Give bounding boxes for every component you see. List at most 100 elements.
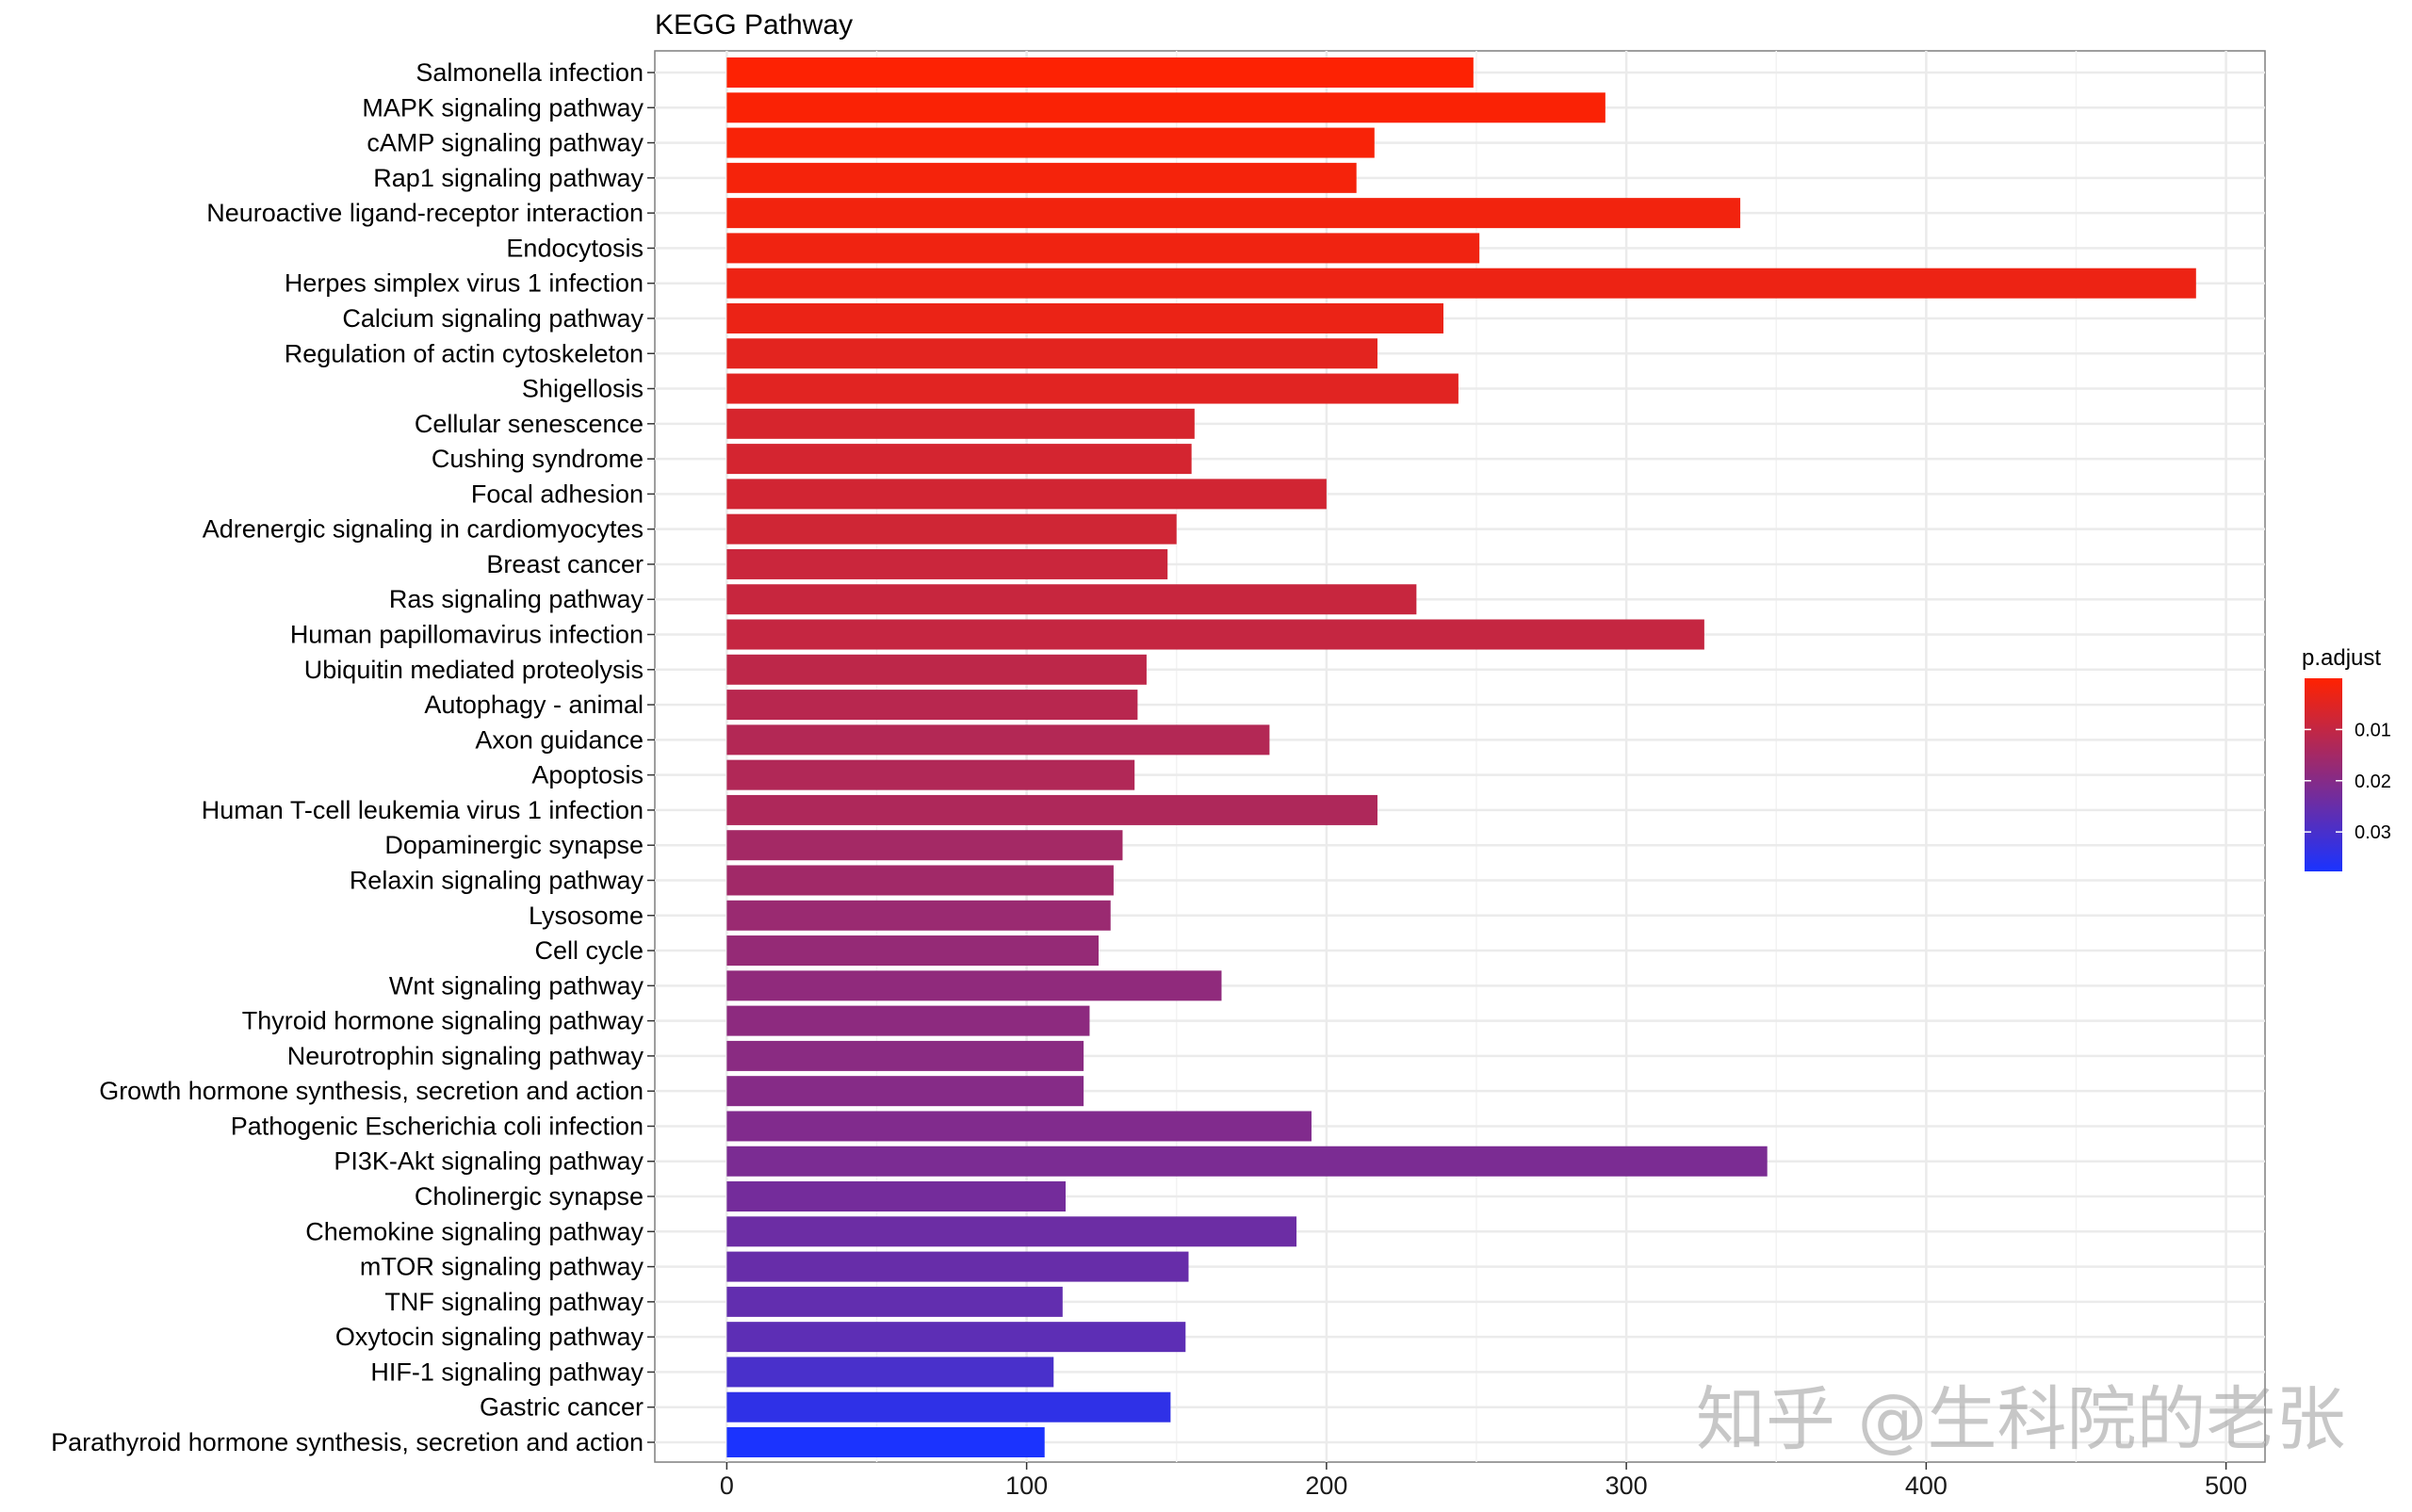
bar <box>726 690 1138 721</box>
bar <box>726 1357 1054 1388</box>
category-label: Wnt signaling pathway <box>389 971 644 1000</box>
category-label: Chemokine signaling pathway <box>305 1217 644 1245</box>
x-tick-label: 100 <box>1005 1471 1048 1500</box>
category-label: Human papillomavirus infection <box>290 621 644 649</box>
category-label: Ras signaling pathway <box>389 585 644 613</box>
category-label: Cholinergic synapse <box>415 1182 644 1211</box>
category-label: Cell cycle <box>534 936 644 965</box>
bar <box>726 1216 1297 1247</box>
bar <box>726 198 1741 229</box>
category-label: Focal adhesion <box>471 480 644 508</box>
category-label: Lysosome <box>529 902 644 930</box>
bar <box>726 302 1443 333</box>
category-label: Pathogenic Escherichia coli infection <box>231 1112 644 1140</box>
category-label: Endocytosis <box>506 234 644 262</box>
bar <box>726 373 1459 404</box>
category-label: Parathyroid hormone synthesis, secretion… <box>51 1428 644 1456</box>
category-label: Relaxin signaling pathway <box>350 866 644 894</box>
category-label: TNF signaling pathway <box>384 1288 644 1316</box>
bar <box>726 479 1327 510</box>
bar <box>726 233 1480 264</box>
x-axis: 0 100 200 300 400 500 <box>720 1462 2247 1500</box>
category-label: Regulation of actin cytoskeleton <box>285 339 644 367</box>
category-labels: Salmonella infection MAPK signaling pathw… <box>51 58 655 1456</box>
bar <box>726 970 1222 1001</box>
category-label: Human T-cell leukemia virus 1 infection <box>202 796 644 824</box>
category-label: Dopaminergic synapse <box>384 831 644 859</box>
bar <box>726 1040 1084 1071</box>
bar <box>726 1251 1189 1282</box>
bar <box>726 1427 1045 1457</box>
category-label: Apoptosis <box>531 761 644 789</box>
bar <box>726 865 1114 896</box>
legend-tick-label: 0.02 <box>2355 772 2391 792</box>
bar <box>726 92 1605 123</box>
category-label: Salmonella infection <box>416 58 644 87</box>
category-label: PI3K-Akt signaling pathway <box>334 1147 644 1176</box>
category-label: Shigellosis <box>522 375 644 403</box>
category-label: Rap1 signaling pathway <box>373 164 644 192</box>
category-label: mTOR signaling pathway <box>360 1253 644 1281</box>
category-label: Thyroid hormone signaling pathway <box>242 1007 644 1035</box>
bar <box>726 162 1357 193</box>
bars <box>726 57 2196 1457</box>
category-label: Growth hormone synthesis, secretion and … <box>99 1077 644 1105</box>
bar <box>726 619 1704 650</box>
bar <box>726 584 1417 615</box>
category-label: Cellular senescence <box>415 410 644 438</box>
x-tick-label: 200 <box>1305 1471 1347 1500</box>
category-label: Autophagy - animal <box>424 691 644 719</box>
bar <box>726 724 1270 756</box>
x-tick-label: 0 <box>720 1471 734 1500</box>
bar <box>726 1076 1084 1107</box>
category-label: Cushing syndrome <box>432 445 644 473</box>
bar <box>726 513 1177 545</box>
category-label: HIF-1 signaling pathway <box>370 1358 644 1386</box>
category-label: Gastric cancer <box>480 1393 644 1422</box>
bar <box>726 548 1168 579</box>
category-label: Calcium signaling pathway <box>342 304 644 333</box>
bar <box>726 935 1100 967</box>
x-tick-label: 400 <box>1905 1471 1948 1500</box>
bar <box>726 654 1147 685</box>
legend-tick-label: 0.03 <box>2355 822 2391 843</box>
bar <box>726 1322 1186 1353</box>
bar <box>726 794 1377 825</box>
watermark: 知乎 @生科院的老张 <box>1696 1379 2346 1460</box>
category-label: MAPK signaling pathway <box>362 93 644 122</box>
bar <box>726 268 2196 299</box>
bar <box>726 1286 1063 1317</box>
category-label: Oxytocin signaling pathway <box>335 1323 644 1351</box>
category-label: Adrenergic signaling in cardiomyocytes <box>203 515 644 544</box>
category-label: Neurotrophin signaling pathway <box>287 1042 644 1070</box>
legend-title: p.adjust <box>2302 645 2381 671</box>
category-label: cAMP signaling pathway <box>367 129 644 157</box>
category-label: Neuroactive ligand-receptor interaction <box>206 199 644 227</box>
chart-title: KEGG Pathway <box>655 9 853 41</box>
bar <box>726 1146 1768 1177</box>
bar <box>726 444 1192 475</box>
bar <box>726 408 1195 439</box>
bar <box>726 1391 1171 1423</box>
bar <box>726 830 1123 861</box>
bar <box>726 127 1375 158</box>
category-label: Breast cancer <box>486 550 644 578</box>
category-label: Herpes simplex virus 1 infection <box>285 269 644 298</box>
x-tick-label: 500 <box>2205 1471 2247 1500</box>
bar <box>726 759 1135 790</box>
legend-tick-label: 0.01 <box>2355 720 2391 740</box>
bar <box>726 900 1111 931</box>
category-label: Ubiquitin mediated proteolysis <box>304 656 644 684</box>
bar <box>726 338 1377 369</box>
legend-ticks: 0.01 0.02 0.03 <box>2305 720 2391 843</box>
legend: p.adjust 0.01 0.02 0.03 <box>2302 645 2391 871</box>
bar <box>726 57 1474 88</box>
x-tick-label: 300 <box>1605 1471 1648 1500</box>
legend-colorbar <box>2305 678 2342 871</box>
bar <box>726 1111 1312 1142</box>
bar <box>726 1181 1067 1212</box>
bar <box>726 1005 1090 1036</box>
category-label: Axon guidance <box>475 725 644 754</box>
